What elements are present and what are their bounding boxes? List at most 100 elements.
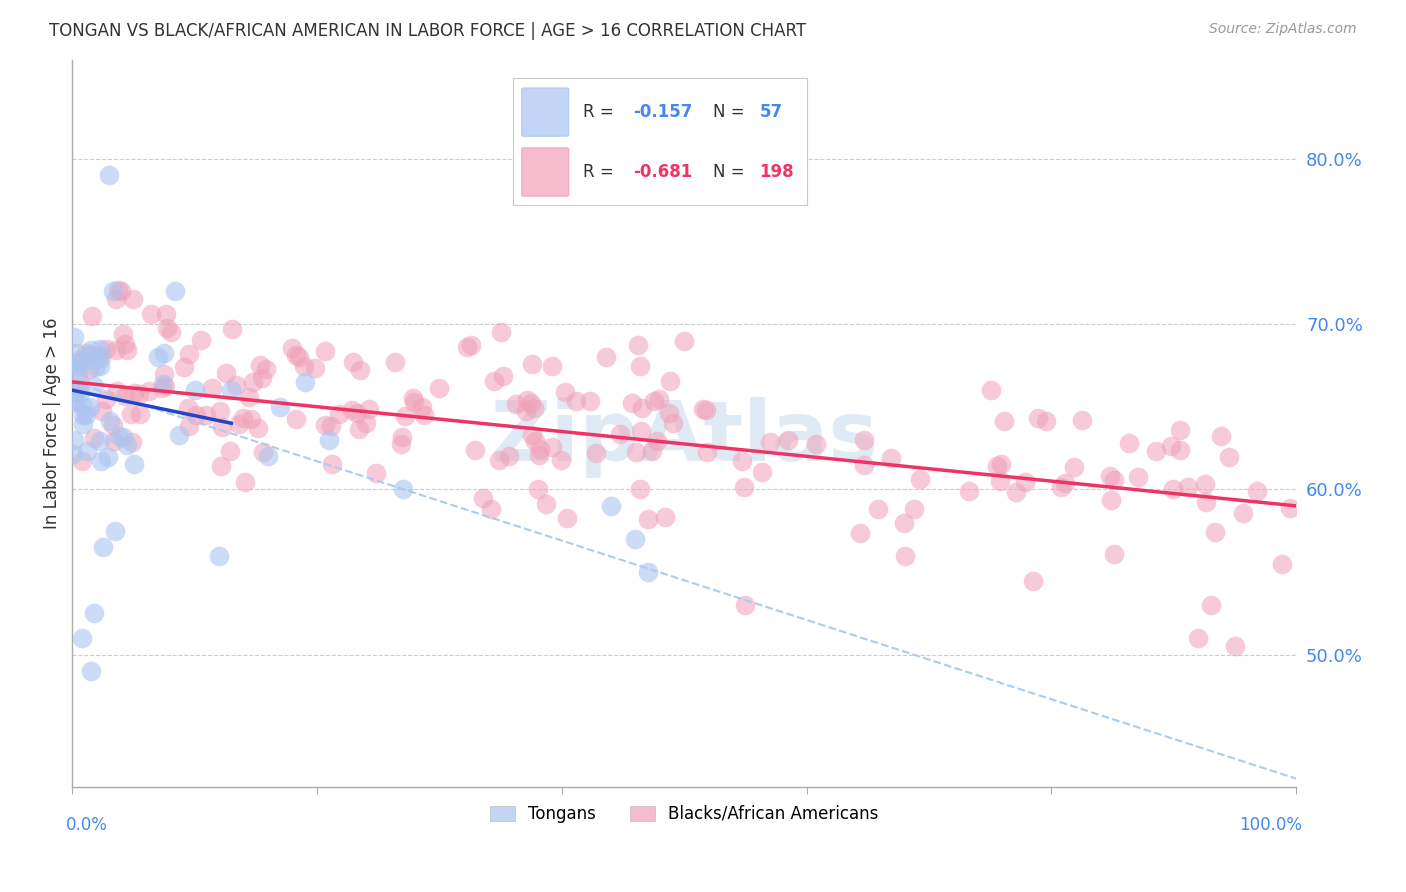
Point: [776, 434, 799, 448]
Point: [624, 532, 647, 546]
Point: [1218, 450, 1240, 464]
Point: [104, 524, 127, 538]
Point: [806, 436, 828, 450]
Point: [460, 338, 482, 352]
Point: [114, 337, 136, 351]
Point: [70, 631, 93, 645]
Point: [505, 397, 527, 411]
Point: [624, 445, 647, 459]
Point: [389, 437, 412, 451]
Point: [411, 400, 433, 414]
Point: [238, 391, 260, 405]
Point: [893, 549, 915, 563]
Point: [122, 293, 145, 307]
Point: [165, 284, 187, 298]
Point: [177, 401, 200, 416]
Point: [254, 362, 277, 376]
Point: [173, 359, 195, 374]
Point: [146, 350, 169, 364]
Y-axis label: In Labor Force | Age > 16: In Labor Force | Age > 16: [44, 318, 60, 529]
Point: [284, 348, 307, 362]
Point: [139, 307, 162, 321]
Point: [522, 357, 544, 371]
Point: [235, 475, 257, 489]
Point: [89, 434, 111, 449]
Point: [63, 329, 86, 343]
Point: [281, 341, 304, 355]
Point: [72, 354, 94, 368]
Point: [138, 384, 160, 398]
Point: [76, 443, 98, 458]
Text: Source: ZipAtlas.com: Source: ZipAtlas.com: [1209, 22, 1357, 37]
Point: [72, 408, 94, 422]
Point: [314, 418, 336, 433]
Point: [488, 453, 510, 467]
Point: [62, 394, 84, 409]
Point: [70, 454, 93, 468]
Point: [630, 401, 652, 415]
Point: [1160, 439, 1182, 453]
Point: [595, 350, 617, 364]
Point: [98, 414, 121, 428]
Point: [529, 442, 551, 456]
Point: [1161, 482, 1184, 496]
Point: [1177, 480, 1199, 494]
Point: [107, 283, 129, 297]
Point: [852, 433, 875, 447]
Point: [523, 401, 546, 416]
Point: [630, 424, 652, 438]
Point: [72, 399, 94, 413]
Point: [177, 347, 200, 361]
Point: [221, 322, 243, 336]
Point: [90, 404, 112, 418]
Point: [654, 509, 676, 524]
Point: [177, 418, 200, 433]
Point: [328, 407, 350, 421]
Point: [342, 355, 364, 369]
Text: TONGAN VS BLACK/AFRICAN AMERICAN IN LABOR FORCE | AGE > 16 CORRELATION CHART: TONGAN VS BLACK/AFRICAN AMERICAN IN LABO…: [49, 22, 806, 40]
Point: [105, 292, 128, 306]
Point: [540, 441, 562, 455]
Point: [986, 458, 1008, 473]
Point: [80, 343, 103, 357]
Point: [87, 349, 110, 363]
Point: [366, 466, 388, 480]
Point: [391, 483, 413, 497]
Point: [89, 359, 111, 374]
Point: [101, 284, 124, 298]
Point: [659, 375, 682, 389]
Point: [1270, 557, 1292, 571]
Point: [221, 383, 243, 397]
Point: [1246, 483, 1268, 498]
Point: [990, 457, 1012, 471]
Point: [96, 450, 118, 464]
Point: [115, 438, 138, 452]
Point: [643, 393, 665, 408]
Text: 0.0%: 0.0%: [66, 816, 108, 834]
Point: [695, 403, 717, 417]
Point: [83, 607, 105, 621]
Point: [522, 428, 544, 442]
Point: [658, 406, 681, 420]
Legend: Tongans, Blacks/African Americans: Tongans, Blacks/African Americans: [484, 798, 884, 830]
Point: [980, 384, 1002, 398]
Point: [1211, 428, 1233, 442]
Point: [628, 482, 651, 496]
Point: [252, 370, 274, 384]
Point: [427, 381, 450, 395]
Point: [599, 499, 621, 513]
Point: [402, 391, 425, 405]
Point: [122, 385, 145, 400]
Point: [1118, 435, 1140, 450]
Point: [456, 340, 478, 354]
Point: [908, 473, 931, 487]
Point: [83, 379, 105, 393]
Point: [404, 394, 426, 409]
Point: [550, 452, 572, 467]
Point: [696, 445, 718, 459]
Point: [239, 412, 262, 426]
Point: [122, 457, 145, 471]
Point: [214, 367, 236, 381]
Point: [534, 497, 557, 511]
Point: [183, 383, 205, 397]
